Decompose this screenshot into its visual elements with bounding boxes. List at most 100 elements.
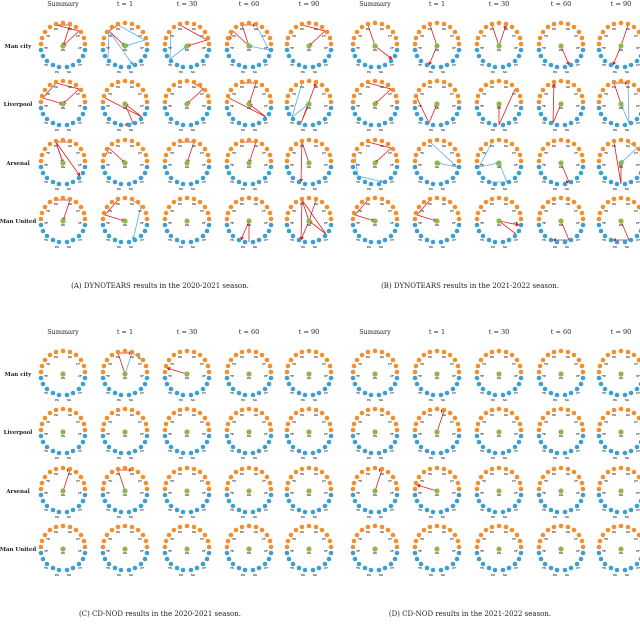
player-node-orange bbox=[319, 141, 325, 147]
xg-node bbox=[434, 43, 440, 49]
node-label: SA bbox=[379, 187, 383, 191]
player-node-orange bbox=[253, 349, 259, 355]
player-node-blue bbox=[512, 386, 518, 392]
player-node-orange bbox=[455, 152, 461, 158]
player-node-orange bbox=[115, 196, 121, 202]
node-label: PA bbox=[240, 85, 244, 89]
player-node-orange bbox=[514, 29, 520, 35]
player-node-blue bbox=[412, 550, 418, 556]
node-label: TS bbox=[290, 449, 294, 453]
node-label: TS bbox=[292, 420, 296, 424]
node-label: XG bbox=[497, 106, 501, 110]
player-node-blue bbox=[118, 509, 124, 515]
node-label: CY bbox=[138, 420, 142, 424]
player-node-blue bbox=[204, 556, 210, 562]
player-node-orange bbox=[202, 146, 208, 152]
player-node-orange bbox=[558, 195, 564, 201]
player-node-blue bbox=[322, 58, 328, 64]
player-node-orange bbox=[518, 41, 524, 47]
player-node-orange bbox=[144, 369, 150, 375]
player-node-orange bbox=[82, 427, 88, 433]
player-node-blue bbox=[226, 111, 232, 117]
player-node-blue bbox=[236, 179, 242, 185]
player-node-blue bbox=[112, 237, 118, 243]
player-node-blue bbox=[326, 381, 332, 387]
player-node-blue bbox=[492, 239, 498, 245]
player-node-blue bbox=[568, 237, 574, 243]
xg-node bbox=[372, 160, 378, 166]
node-label: CY bbox=[514, 180, 518, 184]
node-label: TS bbox=[292, 209, 296, 213]
player-node-orange bbox=[327, 363, 333, 369]
player-node-blue bbox=[144, 375, 150, 381]
player-node-blue bbox=[518, 433, 524, 439]
player-node-orange bbox=[600, 357, 606, 363]
player-node-blue bbox=[100, 47, 106, 53]
player-node-blue bbox=[76, 233, 82, 239]
player-node-orange bbox=[434, 523, 440, 529]
player-node-orange bbox=[42, 204, 48, 210]
xg-node bbox=[558, 43, 564, 49]
node-label: TS bbox=[106, 238, 110, 242]
node-label: PA bbox=[241, 128, 245, 132]
xg-node bbox=[558, 218, 564, 224]
player-node-orange bbox=[299, 349, 305, 355]
node-label: CY bbox=[512, 151, 516, 155]
player-node-orange bbox=[225, 35, 231, 41]
player-node-blue bbox=[548, 448, 554, 454]
node-label: TS bbox=[544, 420, 548, 424]
player-node-blue bbox=[430, 64, 436, 70]
player-node-orange bbox=[565, 196, 571, 202]
player-node-blue bbox=[486, 448, 492, 454]
player-node-orange bbox=[104, 357, 110, 363]
player-node-orange bbox=[115, 21, 121, 27]
player-node-blue bbox=[250, 122, 256, 128]
player-node-orange bbox=[496, 78, 502, 84]
node-label: XG bbox=[61, 376, 65, 380]
node-label: CY bbox=[200, 479, 204, 483]
player-node-blue bbox=[180, 239, 186, 245]
node-label: SA bbox=[254, 355, 258, 359]
node-label: CY bbox=[388, 209, 392, 213]
player-node-orange bbox=[503, 407, 509, 413]
node-label: PA bbox=[300, 144, 304, 148]
player-node-blue bbox=[356, 233, 362, 239]
player-node-blue bbox=[284, 492, 290, 498]
player-node-orange bbox=[285, 93, 291, 99]
player-node-blue bbox=[598, 439, 604, 445]
player-node-orange bbox=[233, 410, 239, 416]
player-node-orange bbox=[551, 196, 557, 202]
node-label: TS bbox=[542, 449, 546, 453]
player-node-orange bbox=[47, 141, 53, 147]
player-node-blue bbox=[580, 375, 586, 381]
player-node-orange bbox=[393, 210, 399, 216]
node-label: TP bbox=[602, 46, 606, 50]
node-label: SA bbox=[565, 70, 569, 74]
player-node-blue bbox=[226, 228, 232, 234]
player-node-orange bbox=[359, 527, 365, 533]
player-node-blue bbox=[132, 237, 138, 243]
player-node-orange bbox=[596, 544, 602, 550]
node-label: PA bbox=[55, 398, 59, 402]
node-label: PA bbox=[301, 456, 305, 460]
player-node-orange bbox=[536, 486, 542, 492]
node-label: CY bbox=[322, 420, 326, 424]
player-node-orange bbox=[253, 407, 259, 413]
player-node-orange bbox=[359, 141, 365, 147]
player-node-orange bbox=[166, 87, 172, 93]
player-node-blue bbox=[614, 64, 620, 70]
player-node-blue bbox=[352, 228, 358, 234]
node-label: TP bbox=[168, 374, 172, 378]
node-label: SA bbox=[380, 85, 384, 89]
node-label: CY bbox=[324, 121, 328, 125]
panel-caption: (C) CD-NOD results in the 2020-2021 seas… bbox=[79, 610, 241, 618]
node-label: SA bbox=[314, 530, 318, 534]
node-label: SA bbox=[313, 245, 317, 249]
player-node-orange bbox=[565, 349, 571, 355]
player-node-orange bbox=[636, 87, 640, 93]
node-label: CY bbox=[514, 391, 518, 395]
node-label: XG bbox=[185, 434, 189, 438]
node-label: TP bbox=[44, 549, 48, 553]
player-node-blue bbox=[242, 64, 248, 70]
